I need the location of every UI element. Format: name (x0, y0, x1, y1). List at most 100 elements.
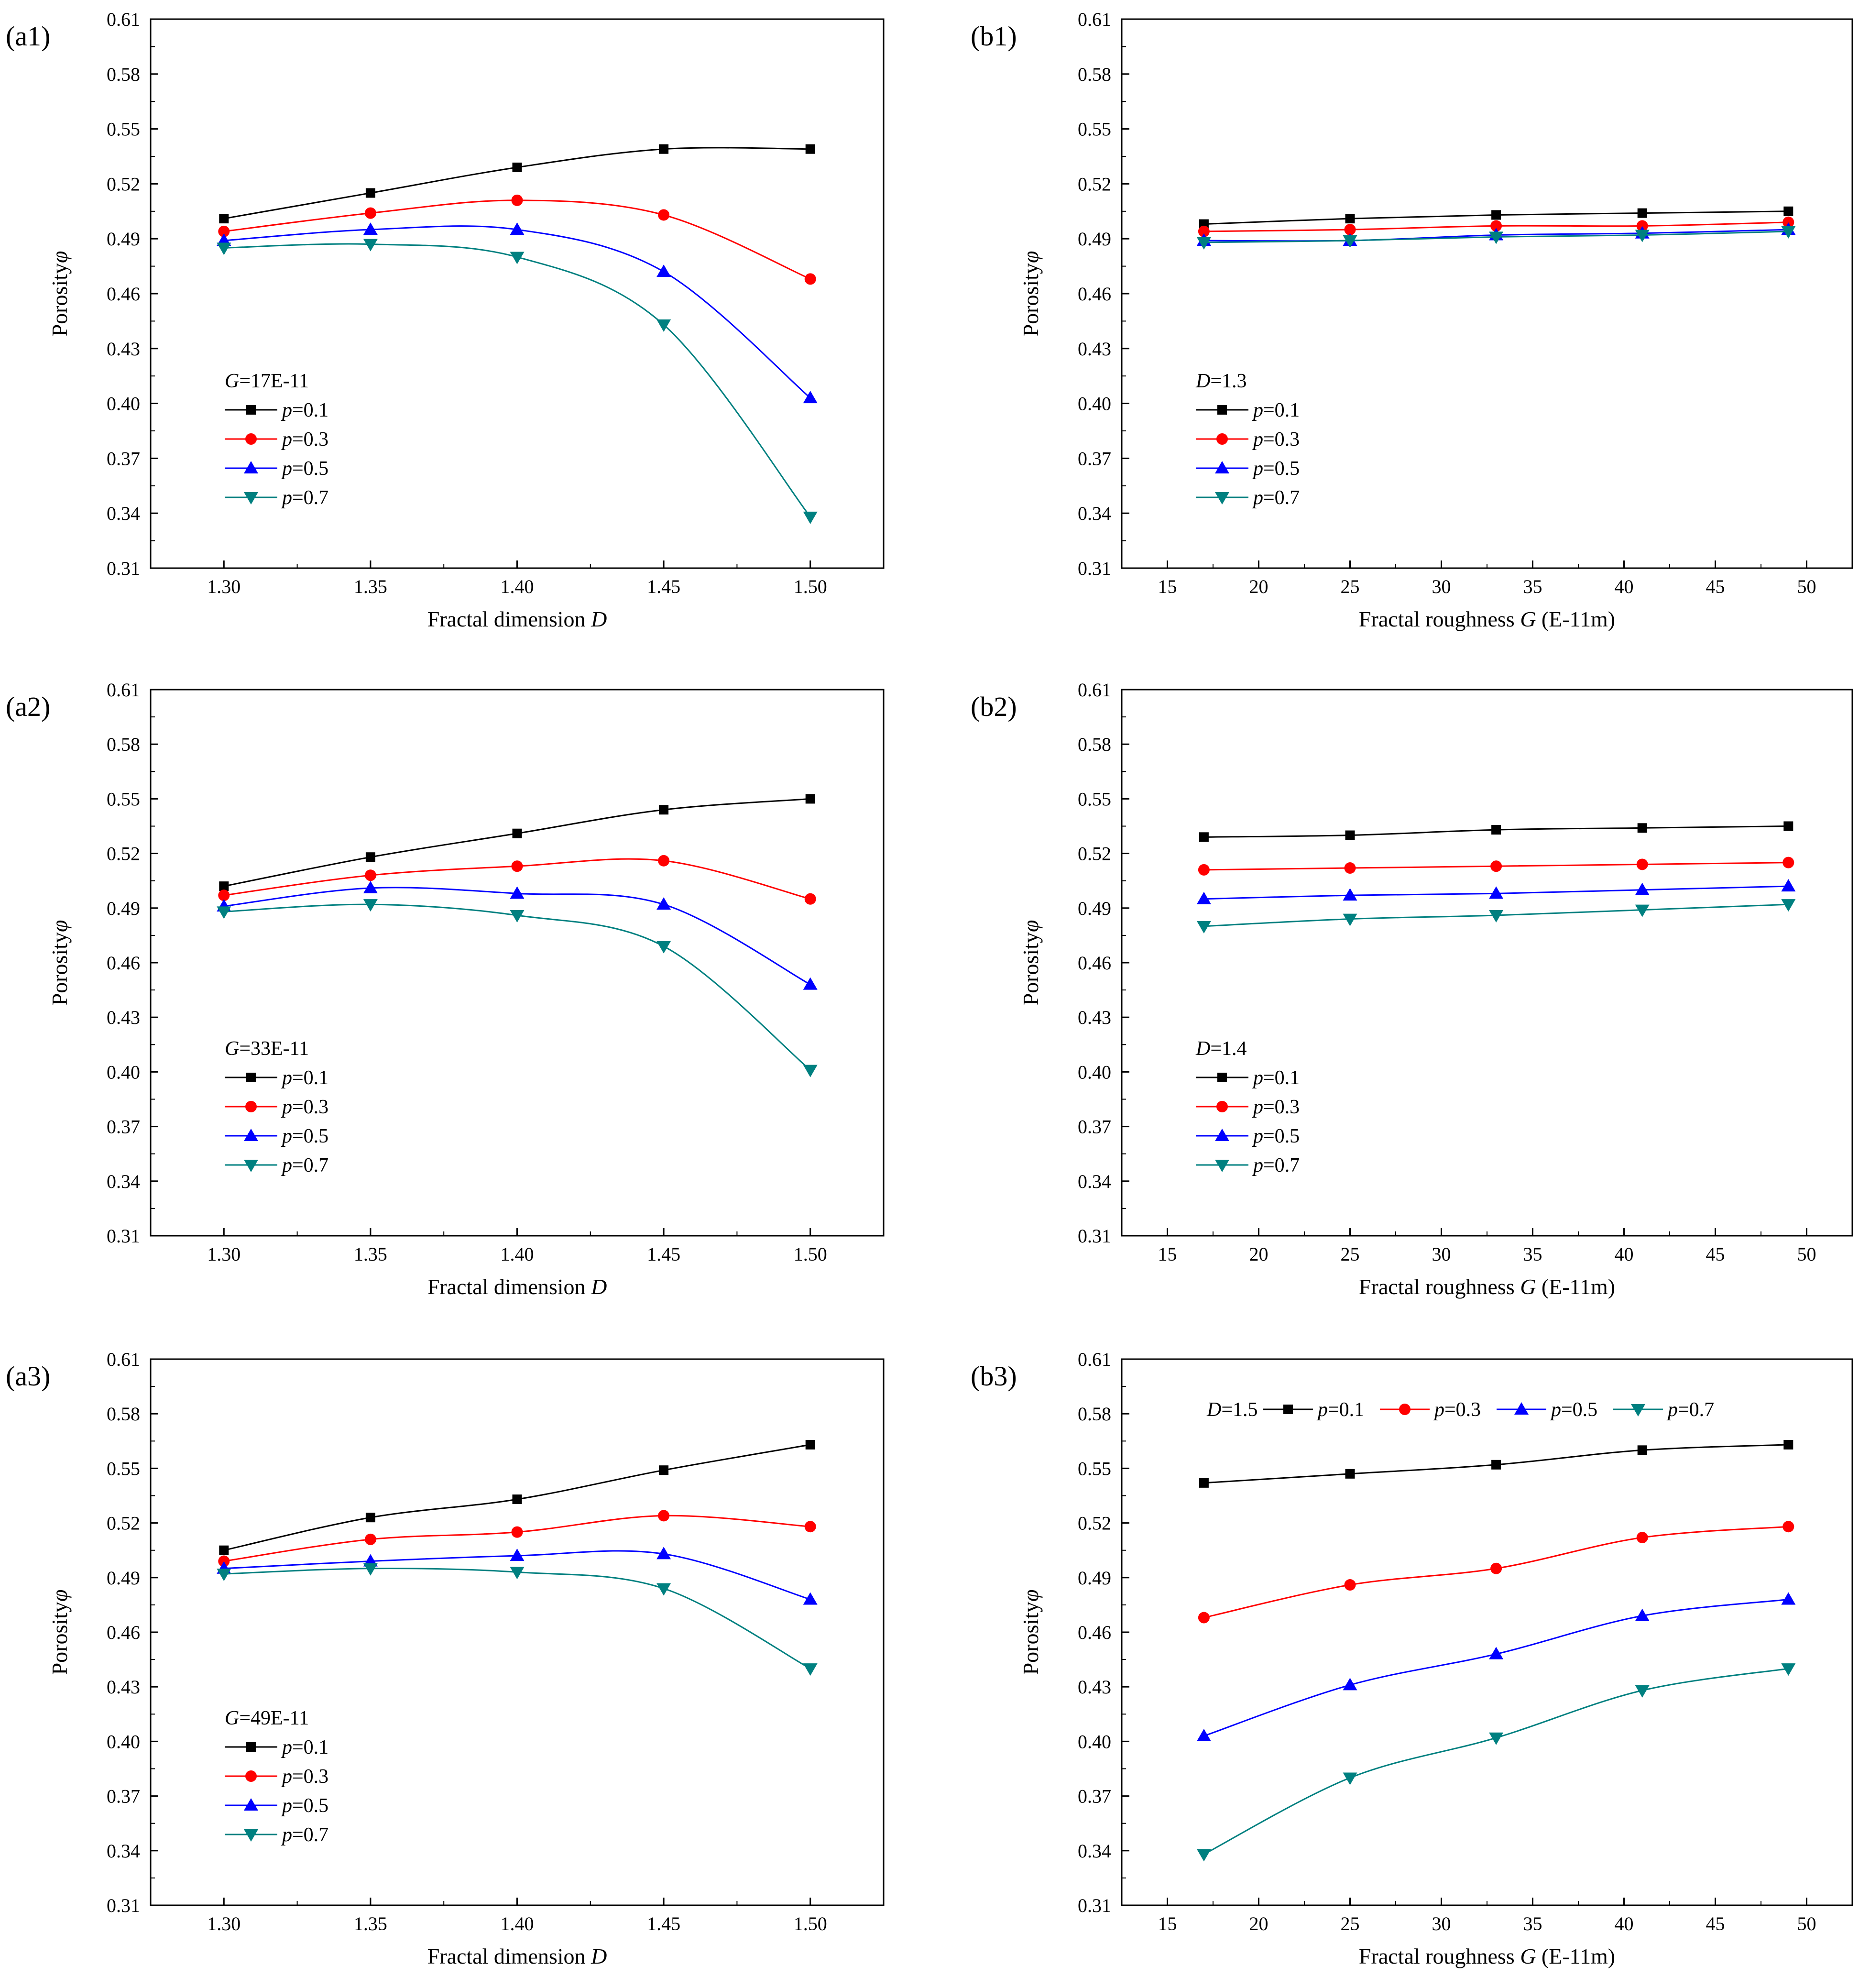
series-p1 (218, 1510, 816, 1567)
series-line (224, 903, 811, 1071)
data-point (656, 264, 671, 277)
y-axis-title: Porosityφ (1018, 251, 1043, 337)
plot-frame (150, 18, 885, 569)
legend-label: p=0.7 (281, 1154, 328, 1176)
legend: D=1.4p=0.1 p=0.3 p=0.5 p=0.7 (1195, 1038, 1300, 1176)
x-tick-label: 40 (1615, 1243, 1634, 1265)
panel-a2: (a2) 0.31 0.34 0.37 0.40 0.43 0.46 0.49 0.52 0.55… (6, 679, 885, 1299)
x-axis-title: Fractal roughness G (E-11m) (1359, 607, 1615, 631)
data-point (1345, 214, 1355, 224)
y-tick-label: 0.55 (107, 119, 140, 140)
data-point (658, 209, 670, 221)
legend-label: p=0.1 (1252, 1067, 1300, 1089)
data-point (1635, 230, 1650, 242)
y-tick-label: 0.43 (107, 1007, 140, 1028)
y-tick-label: 0.61 (1078, 9, 1111, 30)
legend-label: p=0.3 (1252, 1096, 1300, 1118)
legend-label: p=0.7 (1666, 1399, 1714, 1421)
legend: D=1.3p=0.1 p=0.3 p=0.5 p=0.7 (1195, 370, 1300, 509)
legend-label: p=0.5 (1550, 1399, 1597, 1421)
series-p3 (217, 1563, 818, 1676)
y-tick-label: 0.37 (107, 448, 140, 469)
data-point (1783, 216, 1794, 228)
legend-label: p=0.7 (281, 1824, 328, 1846)
y-tick-label: 0.40 (107, 1061, 140, 1083)
y-tick-label: 0.55 (107, 1458, 140, 1479)
series-p1 (1198, 857, 1794, 876)
x-tick-label: 30 (1432, 1913, 1451, 1934)
data-point (217, 1569, 231, 1582)
y-tick-label: 0.55 (1078, 788, 1111, 810)
panel-label: (a3) (6, 1361, 50, 1392)
panel-b2: (b2) 0.31 0.34 0.37 0.40 0.43 0.46 0.49 0.52 0.55… (971, 679, 1853, 1299)
x-tick-label: 45 (1706, 1913, 1725, 1934)
data-point (803, 391, 818, 404)
legend-marker (1399, 1404, 1411, 1415)
data-point (1781, 1592, 1796, 1605)
data-point (1199, 832, 1209, 842)
data-point (1490, 1562, 1502, 1574)
legend-title: G=33E-11 (225, 1038, 309, 1060)
panel-label: (b1) (971, 21, 1017, 52)
x-tick-label: 40 (1615, 576, 1634, 597)
data-point (803, 1065, 818, 1077)
data-point (1196, 237, 1211, 250)
data-point (510, 910, 525, 923)
data-point (656, 319, 671, 332)
legend-title: G=49E-11 (225, 1707, 309, 1729)
data-point (1345, 1469, 1355, 1479)
data-point (803, 977, 818, 990)
y-tick-label: 0.46 (107, 283, 140, 305)
legend-label: p=0.7 (1252, 1154, 1300, 1176)
series-p1 (218, 855, 816, 905)
data-point (1489, 1732, 1504, 1745)
x-tick-label: 1.45 (647, 1243, 680, 1265)
panel-b3: (b3) 0.31 0.34 0.37 0.40 0.43 0.46 0.49 0.52 0.55… (971, 1349, 1853, 1968)
x-tick-label: 15 (1158, 576, 1177, 597)
data-point (363, 222, 378, 235)
data-point (1199, 1478, 1209, 1488)
x-tick-label: 1.50 (794, 1913, 827, 1934)
y-tick-label: 0.40 (1078, 393, 1111, 415)
legend-marker (244, 1129, 258, 1141)
data-point (219, 1545, 229, 1555)
x-tick-label: 25 (1341, 1243, 1360, 1265)
data-point (219, 214, 229, 224)
legend-marker (1215, 1160, 1229, 1172)
x-tick-label: 45 (1706, 1243, 1725, 1265)
series-p3 (217, 899, 818, 1077)
plot-frame (1121, 689, 1853, 1237)
x-tick-label: 20 (1249, 1243, 1269, 1265)
y-tick-label: 0.31 (107, 1225, 140, 1247)
y-tick-label: 0.49 (1078, 898, 1111, 919)
data-point (1489, 1647, 1504, 1659)
y-tick-label: 0.52 (1078, 843, 1111, 865)
data-point (659, 805, 669, 815)
data-point (510, 1549, 525, 1561)
data-point (1783, 1521, 1794, 1533)
legend-marker (1215, 492, 1229, 505)
x-tick-label: 15 (1158, 1243, 1177, 1265)
series-p2 (1196, 879, 1796, 904)
y-tick-label: 0.40 (107, 393, 140, 415)
x-tick-label: 1.30 (207, 1913, 241, 1934)
y-tick-label: 0.58 (107, 64, 140, 85)
data-point (656, 1547, 671, 1560)
data-point (364, 207, 376, 219)
y-tick-label: 0.31 (1078, 558, 1111, 579)
x-tick-label: 35 (1523, 576, 1542, 597)
panel-label: (a1) (6, 21, 50, 52)
data-point (659, 1465, 669, 1475)
y-axis-title: Porosityφ (47, 251, 72, 337)
y-tick-label: 0.31 (107, 558, 140, 579)
data-point (510, 252, 525, 264)
data-point (1489, 886, 1504, 899)
x-tick-label: 25 (1341, 576, 1360, 597)
data-point (1198, 225, 1210, 237)
legend-marker (246, 405, 256, 415)
legend-label: p=0.3 (281, 1096, 328, 1118)
x-tick-label: 1.40 (501, 1913, 534, 1934)
y-tick-label: 0.58 (107, 734, 140, 755)
data-point (512, 162, 522, 172)
data-point (1635, 1685, 1650, 1698)
